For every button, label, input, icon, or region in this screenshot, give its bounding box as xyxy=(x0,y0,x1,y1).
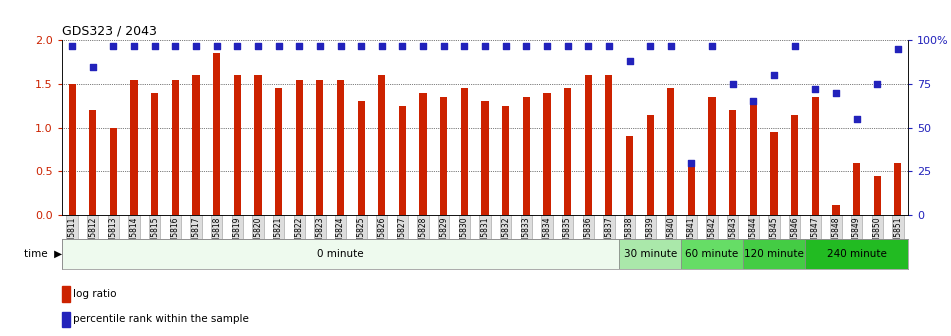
Point xyxy=(209,43,224,48)
Bar xyxy=(172,80,179,215)
Point xyxy=(787,43,803,48)
Bar xyxy=(337,80,344,215)
Point xyxy=(126,43,142,48)
Bar xyxy=(151,93,158,215)
Point xyxy=(849,116,864,122)
Bar xyxy=(213,53,221,215)
Bar xyxy=(668,88,674,215)
Text: 120 minute: 120 minute xyxy=(744,249,804,259)
Point xyxy=(147,43,163,48)
Bar xyxy=(523,97,530,215)
Bar xyxy=(805,239,908,269)
Point xyxy=(167,43,183,48)
Point xyxy=(437,43,452,48)
Text: log ratio: log ratio xyxy=(73,289,117,299)
Point xyxy=(395,43,410,48)
Bar xyxy=(729,110,736,215)
Point xyxy=(684,160,699,165)
Bar xyxy=(460,88,468,215)
Point xyxy=(456,43,472,48)
Point xyxy=(601,43,616,48)
Text: GDS323 / 2043: GDS323 / 2043 xyxy=(62,25,157,38)
Text: time  ▶: time ▶ xyxy=(24,249,62,259)
Point xyxy=(767,73,782,78)
Text: 60 minute: 60 minute xyxy=(686,249,739,259)
Point xyxy=(560,43,575,48)
Point xyxy=(106,43,121,48)
Point xyxy=(498,43,514,48)
Text: 240 minute: 240 minute xyxy=(826,249,886,259)
Bar xyxy=(853,163,861,215)
Bar xyxy=(358,101,365,215)
Bar xyxy=(770,132,778,215)
Point xyxy=(188,43,204,48)
Point xyxy=(705,43,720,48)
Bar xyxy=(419,93,427,215)
Point xyxy=(354,43,369,48)
Bar xyxy=(275,88,282,215)
Bar xyxy=(681,239,743,269)
Point xyxy=(807,87,823,92)
Bar xyxy=(481,101,489,215)
Point xyxy=(271,43,286,48)
Bar xyxy=(317,80,323,215)
Point xyxy=(663,43,678,48)
Bar xyxy=(296,80,302,215)
Bar xyxy=(234,75,241,215)
Point xyxy=(581,43,596,48)
Bar xyxy=(543,93,551,215)
Bar xyxy=(68,84,76,215)
Bar xyxy=(894,163,902,215)
Point xyxy=(890,46,905,52)
Bar xyxy=(440,97,447,215)
Point xyxy=(312,43,327,48)
Bar xyxy=(378,75,385,215)
Bar xyxy=(564,88,572,215)
Point xyxy=(416,43,431,48)
Point xyxy=(230,43,245,48)
Bar xyxy=(254,75,262,215)
Bar xyxy=(130,80,138,215)
Point xyxy=(643,43,658,48)
Bar xyxy=(832,205,840,215)
Bar xyxy=(62,286,70,302)
Point xyxy=(65,43,80,48)
Point xyxy=(250,43,265,48)
Bar xyxy=(192,75,200,215)
Bar xyxy=(619,239,681,269)
Point xyxy=(828,90,844,95)
Point xyxy=(746,99,761,104)
Bar xyxy=(605,75,612,215)
Text: percentile rank within the sample: percentile rank within the sample xyxy=(73,314,249,324)
Bar xyxy=(585,75,592,215)
Point xyxy=(86,64,101,69)
Bar xyxy=(812,97,819,215)
Bar xyxy=(749,101,757,215)
Bar xyxy=(874,176,881,215)
Point xyxy=(333,43,348,48)
Bar xyxy=(688,167,695,215)
Point xyxy=(725,81,740,87)
Point xyxy=(539,43,554,48)
Bar xyxy=(62,239,619,269)
Bar xyxy=(398,106,406,215)
Point xyxy=(622,58,637,64)
Bar xyxy=(626,136,633,215)
Bar xyxy=(89,110,96,215)
Text: 0 minute: 0 minute xyxy=(318,249,364,259)
Bar xyxy=(647,115,653,215)
Bar xyxy=(708,97,716,215)
Point xyxy=(292,43,307,48)
Bar xyxy=(791,115,798,215)
Point xyxy=(869,81,884,87)
Bar xyxy=(743,239,805,269)
Bar xyxy=(62,312,70,327)
Bar xyxy=(502,106,510,215)
Text: 30 minute: 30 minute xyxy=(624,249,677,259)
Point xyxy=(374,43,389,48)
Point xyxy=(518,43,534,48)
Point xyxy=(477,43,493,48)
Bar xyxy=(109,128,117,215)
